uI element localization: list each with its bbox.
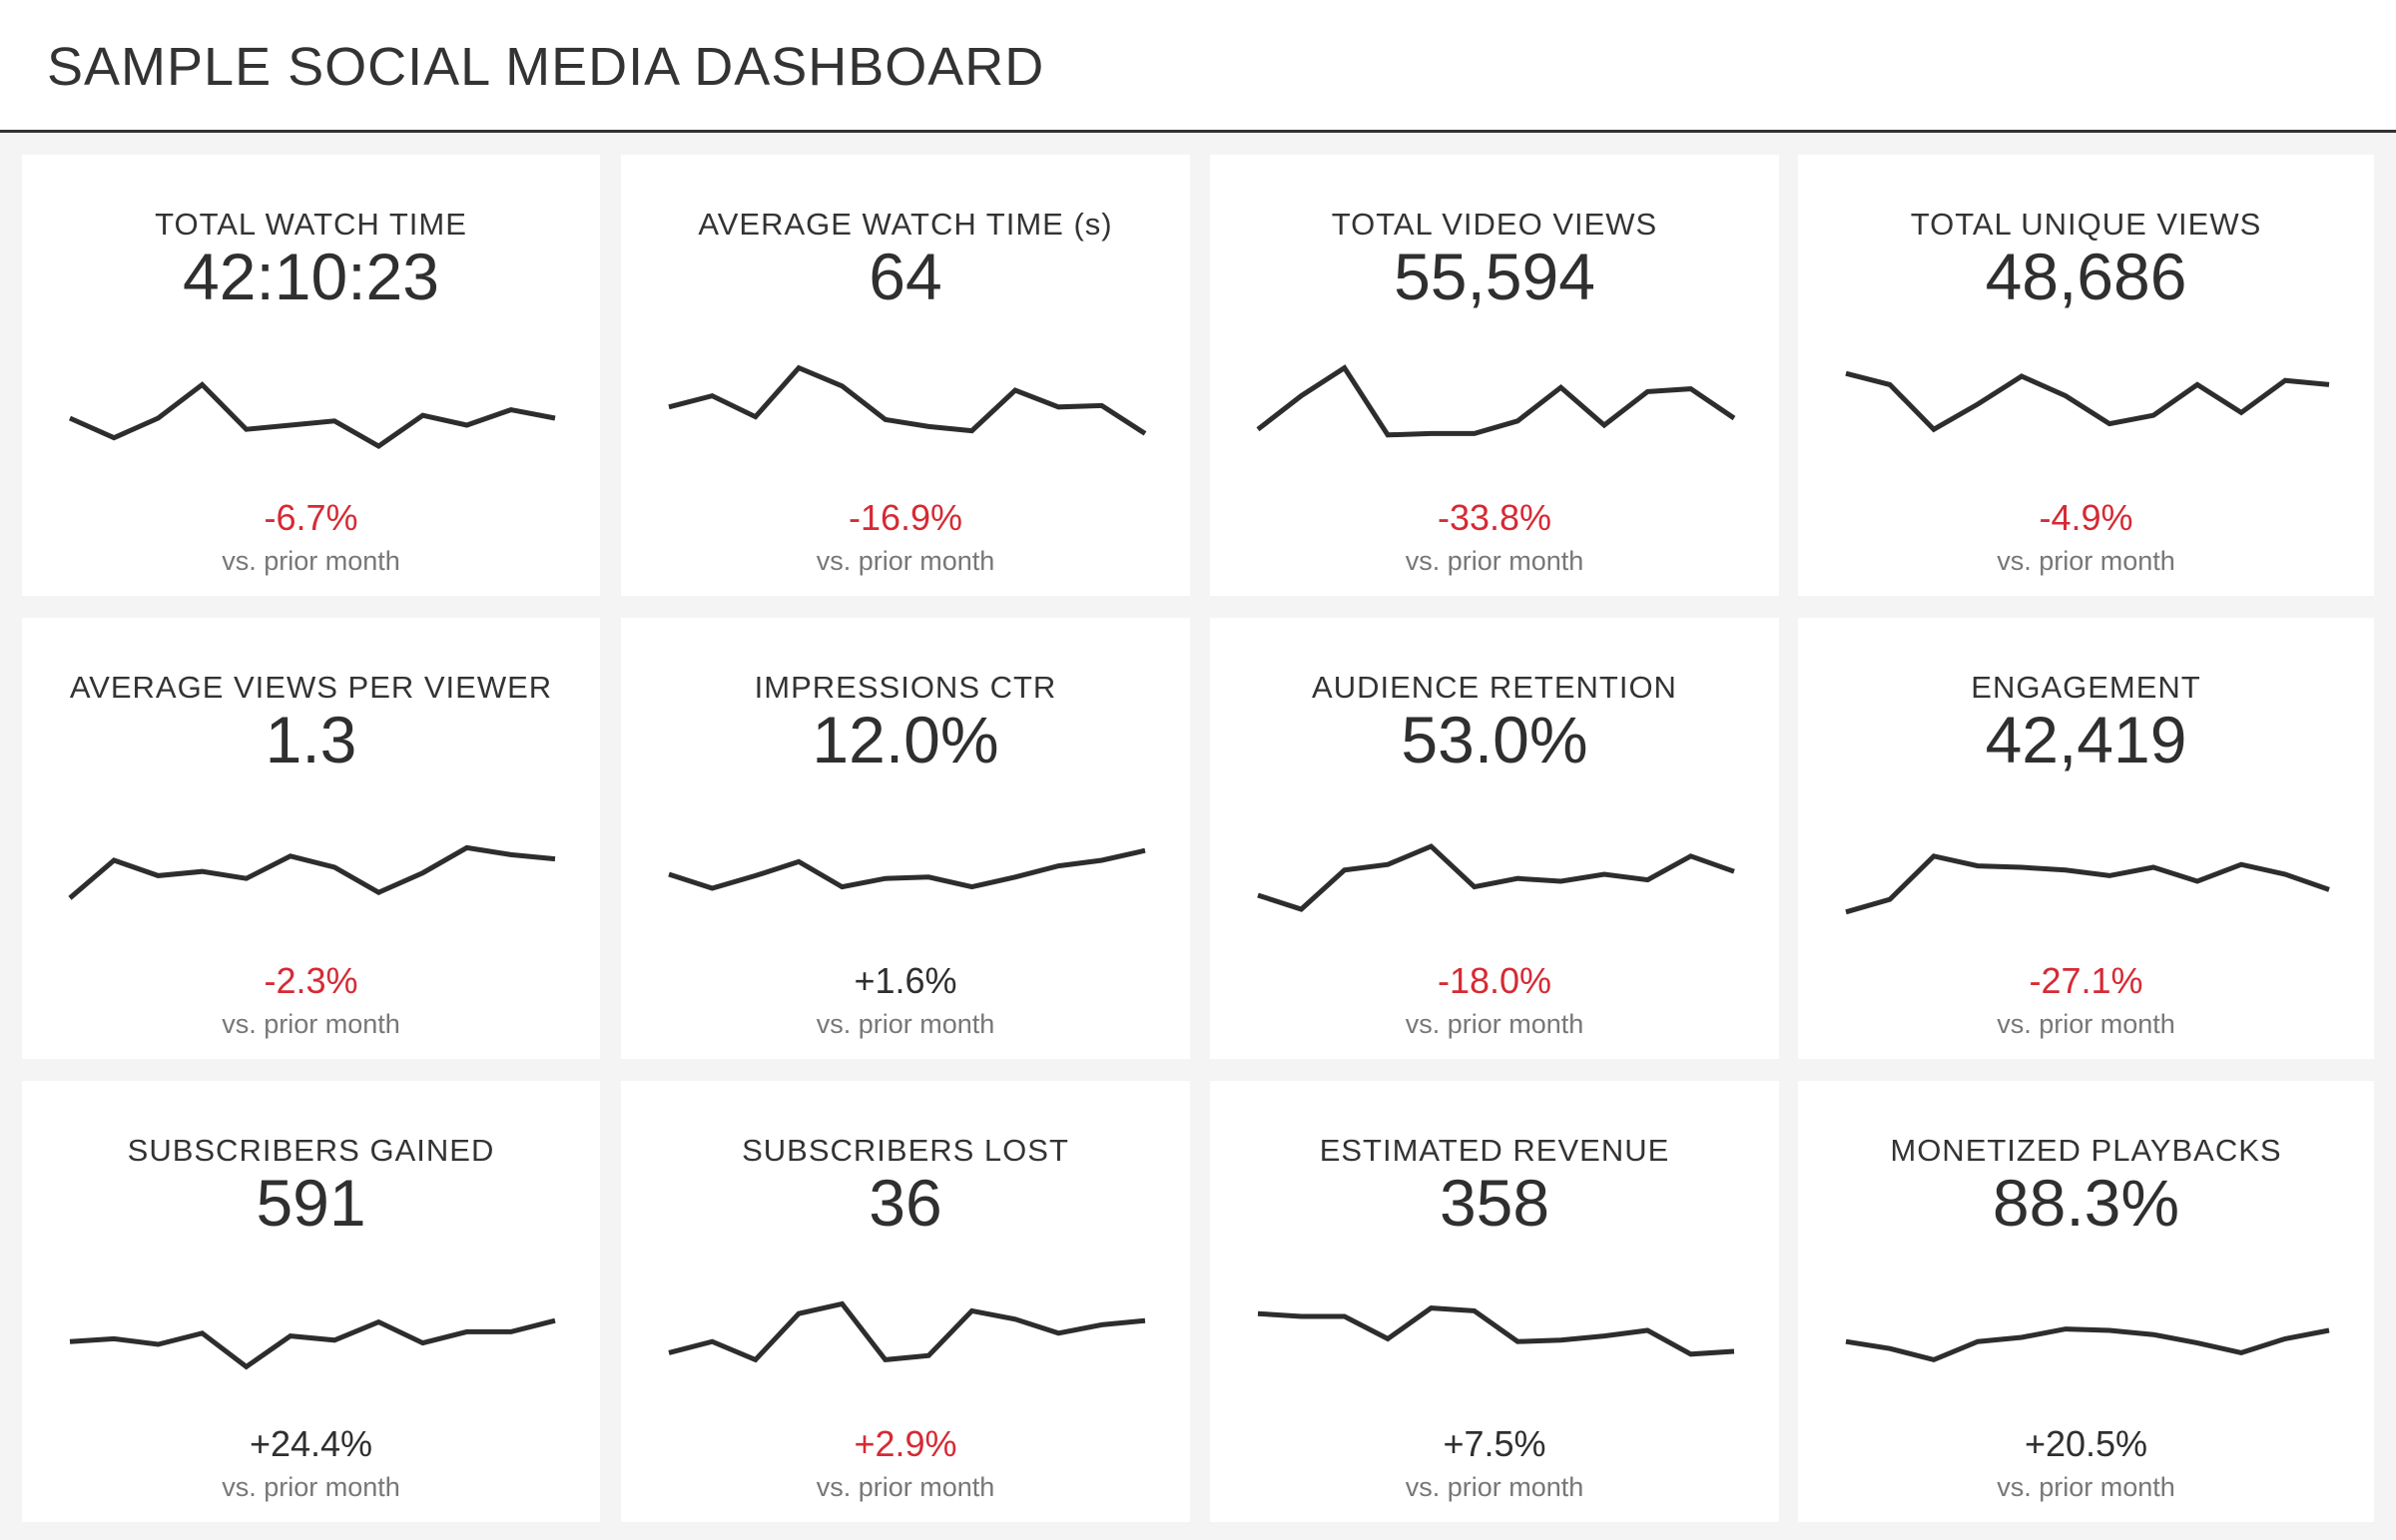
kpi-comparison-label: vs. prior month [816, 1009, 995, 1039]
kpi-comparison-label: vs. prior month [222, 1472, 400, 1502]
kpi-title: SUBSCRIBERS LOST [742, 1133, 1069, 1168]
kpi-value: 1.3 [265, 703, 357, 776]
sparkline-chart [668, 847, 1146, 891]
kpi-title: TOTAL VIDEO VIEWS [1331, 207, 1658, 242]
kpi-title: MONETIZED PLAYBACKS [1890, 1133, 2282, 1168]
kpi-card: ESTIMATED REVENUE 358 +7.5% vs. prior month [1210, 1081, 1779, 1522]
kpi-comparison-label: vs. prior month [816, 546, 995, 576]
kpi-value: 55,594 [1394, 240, 1595, 313]
sparkline-series [668, 1300, 1146, 1363]
kpi-value: 88.3% [1992, 1166, 2180, 1240]
sparkline-series [668, 847, 1146, 891]
kpi-comparison-label: vs. prior month [1405, 546, 1584, 576]
kpi-value: 48,686 [1985, 240, 2187, 313]
sparkline-chart [68, 844, 556, 900]
sparkline-series [1845, 370, 2330, 433]
kpi-change: +20.5% [2024, 1423, 2148, 1464]
kpi-value: 12.0% [812, 703, 999, 776]
kpi-value: 36 [869, 1166, 942, 1240]
kpi-comparison-label: vs. prior month [816, 1472, 995, 1502]
sparkline-series [1257, 1305, 1735, 1357]
sparkline-series [668, 364, 1147, 436]
kpi-change: -2.3% [264, 960, 358, 1001]
kpi-change: +7.5% [1443, 1423, 1546, 1464]
kpi-value: 64 [869, 240, 942, 313]
sparkline-series [1256, 364, 1736, 438]
kpi-title: AVERAGE VIEWS PER VIEWER [69, 670, 553, 705]
kpi-card: SUBSCRIBERS GAINED 591 +24.4% vs. prior mon… [22, 1081, 600, 1522]
sparkline-chart [1845, 370, 2330, 433]
kpi-change: +24.4% [249, 1423, 373, 1464]
sparkline-chart [1256, 364, 1736, 438]
kpi-grid: TOTAL WATCH TIME 42:10:23 -6.7% vs. prior m… [0, 133, 2396, 1540]
sparkline-chart [1257, 1305, 1735, 1357]
kpi-title: TOTAL UNIQUE VIEWS [1910, 207, 2262, 242]
sparkline-chart [668, 1300, 1146, 1363]
kpi-title: TOTAL WATCH TIME [155, 207, 467, 242]
kpi-title: IMPRESSIONS CTR [754, 670, 1057, 705]
kpi-value: 358 [1439, 1166, 1550, 1240]
kpi-card: TOTAL WATCH TIME 42:10:23 -6.7% vs. prior m… [22, 155, 600, 596]
kpi-title: AUDIENCE RETENTION [1312, 670, 1677, 705]
kpi-value: 53.0% [1401, 703, 1588, 776]
kpi-card: AVERAGE VIEWS PER VIEWER 1.3 -2.3% vs. prio… [22, 618, 600, 1059]
kpi-comparison-label: vs. prior month [1405, 1472, 1584, 1502]
kpi-change: +1.6% [854, 960, 957, 1001]
sparkline-series [69, 1317, 556, 1370]
kpi-title: ESTIMATED REVENUE [1319, 1133, 1670, 1168]
sparkline-chart [69, 1317, 556, 1370]
kpi-change: -18.0% [1437, 960, 1552, 1001]
dashboard-header: SAMPLE SOCIAL MEDIA DASHBOARD [0, 0, 2396, 133]
kpi-change: -16.9% [848, 497, 963, 538]
sparkline-chart [1257, 843, 1735, 912]
dashboard-title: SAMPLE SOCIAL MEDIA DASHBOARD [47, 37, 1045, 97]
kpi-value: 42,419 [1985, 703, 2187, 776]
kpi-card: TOTAL UNIQUE VIEWS 48,686 -4.9% vs. prior m… [1798, 155, 2374, 596]
kpi-card: SUBSCRIBERS LOST 36 +2.9% vs. prior month [621, 1081, 1190, 1522]
sparkline-chart [1845, 1326, 2330, 1363]
kpi-change: -33.8% [1437, 497, 1552, 538]
kpi-change: -4.9% [2039, 497, 2133, 538]
kpi-title: SUBSCRIBERS GAINED [127, 1133, 495, 1168]
kpi-comparison-label: vs. prior month [222, 1009, 400, 1039]
sparkline-series [1845, 1326, 2330, 1363]
kpi-card: IMPRESSIONS CTR 12.0% +1.6% vs. prior month [621, 618, 1190, 1059]
kpi-change: -6.7% [264, 497, 358, 538]
kpi-card: ENGAGEMENT 42,419 -27.1% vs. prior month [1798, 618, 2374, 1059]
kpi-value: 591 [256, 1166, 366, 1240]
kpi-change: -27.1% [2029, 960, 2143, 1001]
kpi-card: AUDIENCE RETENTION 53.0% -18.0% vs. prior m… [1210, 618, 1779, 1059]
kpi-comparison-label: vs. prior month [222, 546, 400, 576]
kpi-title: AVERAGE WATCH TIME (s) [698, 207, 1113, 242]
kpi-comparison-label: vs. prior month [1405, 1009, 1584, 1039]
sparkline-chart [1845, 853, 2330, 915]
sparkline-series [1845, 853, 2330, 915]
kpi-change: +2.9% [854, 1423, 957, 1464]
kpi-card: AVERAGE WATCH TIME (s) 64 -16.9% vs. prior … [621, 155, 1190, 596]
sparkline-chart [668, 364, 1147, 436]
sparkline-series [68, 381, 556, 449]
sparkline-series [68, 844, 556, 900]
kpi-comparison-label: vs. prior month [1997, 1472, 2175, 1502]
sparkline-series [1257, 843, 1735, 912]
kpi-card: TOTAL VIDEO VIEWS 55,594 -33.8% vs. prior m… [1210, 155, 1779, 596]
kpi-value: 42:10:23 [183, 240, 439, 313]
kpi-title: ENGAGEMENT [1971, 670, 2201, 705]
kpi-comparison-label: vs. prior month [1997, 1009, 2175, 1039]
kpi-comparison-label: vs. prior month [1997, 546, 2175, 576]
sparkline-chart [68, 381, 556, 449]
kpi-card: MONETIZED PLAYBACKS 88.3% +20.5% vs. prior … [1798, 1081, 2374, 1522]
